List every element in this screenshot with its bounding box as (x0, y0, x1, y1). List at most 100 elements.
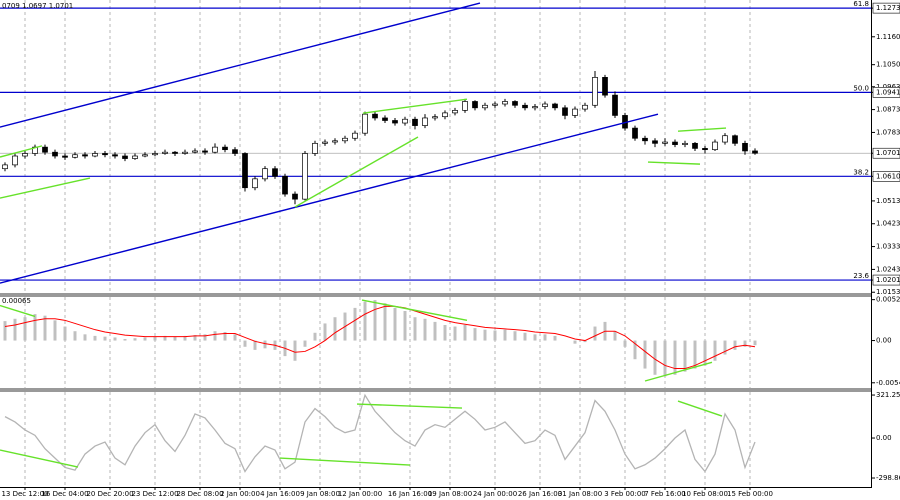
y-tick-label: 1.0513 (876, 197, 900, 205)
histogram-bar (613, 331, 617, 341)
y-tick-label: 321.2557 (876, 391, 900, 399)
histogram-bar (513, 331, 517, 341)
histogram-bar (213, 331, 217, 341)
histogram-bar (673, 340, 677, 375)
y-tick-label: -0.00543 (876, 379, 900, 387)
candle-body (422, 117, 428, 126)
histogram-bar (423, 318, 427, 341)
histogram-bar (363, 301, 367, 341)
y-tick-label: 1.1050 (876, 61, 900, 69)
histogram-bar (663, 340, 667, 377)
candle-body (682, 142, 688, 145)
histogram-bar (103, 336, 107, 341)
histogram-bar (303, 340, 307, 347)
trend-line (647, 161, 701, 165)
histogram-bar (163, 335, 167, 341)
histogram-bar (583, 340, 587, 343)
histogram-bar (133, 338, 137, 341)
histogram-bar (433, 321, 437, 341)
y-tick-label: 0.00 (876, 434, 892, 442)
x-tick-label: 10 Feb 08:00 (682, 490, 728, 498)
x-tick-label: 3 Feb 00:00 (604, 490, 645, 498)
price-label-box (872, 147, 900, 159)
level-label: 38.2 (853, 168, 869, 176)
candle-body (672, 141, 678, 145)
histogram-bar (123, 339, 127, 341)
candle-body (72, 154, 78, 158)
candle-body (732, 135, 738, 144)
histogram-bar (233, 334, 237, 341)
histogram-bar (703, 340, 707, 366)
candle-body (92, 153, 98, 157)
candle-body (472, 101, 478, 109)
histogram-bar (193, 335, 197, 341)
pane-separator (0, 388, 872, 392)
y-tick-label: 1.0153 (876, 288, 900, 296)
y-tick-label: 1.0701 (876, 149, 900, 157)
y-tick-label: 1.0610 (876, 172, 900, 180)
histogram-bar (493, 330, 497, 341)
histogram-bar (113, 337, 117, 341)
y-tick-label: 1.0941 (876, 88, 900, 96)
trend-line (356, 403, 463, 409)
trend-line (0, 177, 91, 199)
x-tick-label: 31 Jan 08:00 (558, 490, 602, 498)
x-tick-label: 20 Dec 20:00 (86, 490, 133, 498)
y-tick-label: 1.0423 (876, 220, 900, 228)
histogram-bar (653, 340, 657, 375)
price-label-box (872, 87, 900, 98)
trend-line (294, 136, 419, 208)
candle-body (542, 103, 548, 107)
histogram-bar (63, 326, 67, 341)
indicator-line (4, 393, 756, 473)
candle-body (572, 108, 578, 116)
candle-body (372, 113, 378, 119)
y-tick-label: 1.1273 (876, 4, 900, 12)
candle-body (632, 127, 638, 139)
candle-body (222, 146, 228, 151)
x-tick-label: 7 Feb 16:00 (644, 490, 685, 498)
y-tick-label: -298.8612 (876, 474, 900, 482)
candle-body (712, 141, 718, 151)
candle-body (402, 118, 408, 124)
trend-line (362, 98, 468, 114)
histogram-bar (723, 340, 727, 355)
candle-body (182, 151, 188, 154)
candle-body (22, 153, 28, 157)
histogram-bar (183, 335, 187, 341)
y-tick-label: 1.0873 (876, 106, 900, 114)
candle-body (412, 118, 418, 126)
candle-body (482, 104, 488, 109)
histogram-bar (73, 331, 77, 341)
candle-body (332, 140, 338, 143)
trend-line (677, 127, 727, 132)
candle-body (702, 148, 708, 151)
x-tick-label: 12 Jan 00:00 (338, 490, 382, 498)
candle-body (132, 155, 138, 159)
histogram-bar (173, 336, 177, 341)
candle-body (152, 153, 158, 156)
indicator-header: 0.00065 (2, 297, 31, 305)
histogram-bar (323, 323, 327, 341)
trend-line (0, 113, 659, 284)
candle-body (532, 106, 538, 109)
candle-body (442, 112, 448, 118)
trend-line (677, 400, 723, 417)
histogram-bar (203, 334, 207, 341)
histogram-bar (403, 311, 407, 341)
trend-line (0, 145, 43, 158)
histogram-bar (463, 325, 467, 341)
candle-body (342, 137, 348, 142)
candle-body (262, 168, 268, 180)
x-tick-label: 16 Jan 16:00 (388, 490, 432, 498)
candle-body (62, 155, 68, 158)
candle-body (192, 150, 198, 153)
candle-body (172, 151, 178, 154)
histogram-bar (543, 334, 547, 341)
y-tick-label: 1.0783 (876, 128, 900, 136)
histogram-bar (443, 325, 447, 341)
histogram-bar (753, 340, 757, 346)
y-tick-label: 1.0201 (876, 276, 900, 284)
histogram-bar (223, 332, 227, 341)
histogram-bar (533, 334, 537, 341)
